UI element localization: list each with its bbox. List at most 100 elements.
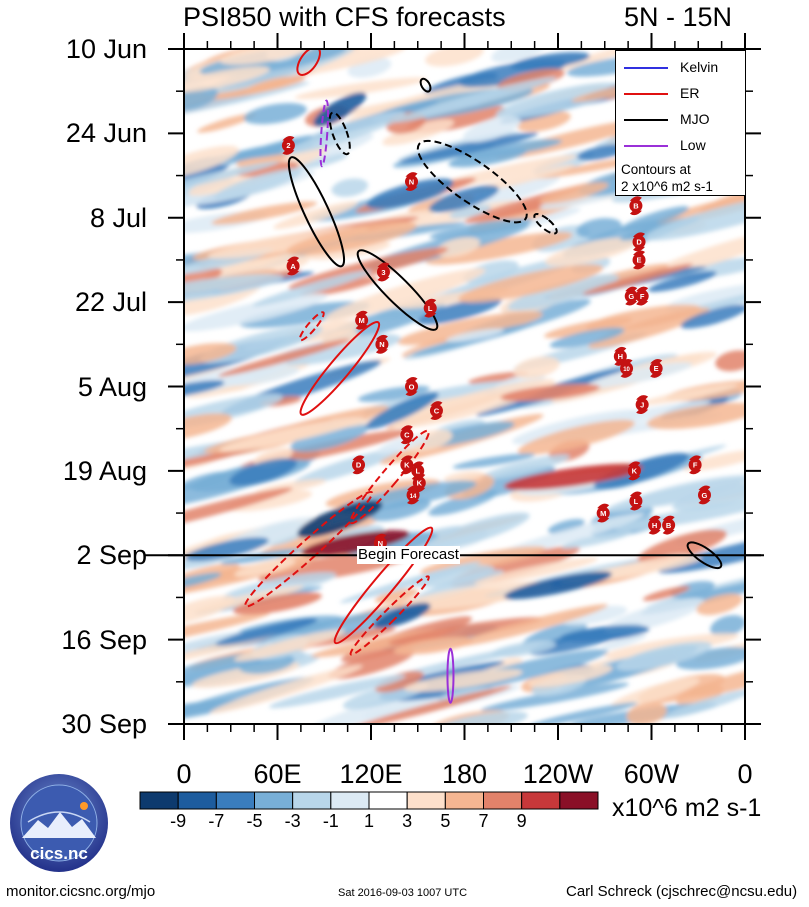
- anomaly-streak: [593, 452, 690, 489]
- anomaly-streak: [455, 604, 608, 647]
- anomaly-streak: [513, 356, 560, 379]
- mjo-contour: [287, 156, 346, 268]
- y-tick-label: 2 Sep: [76, 540, 147, 571]
- colorbar-swatch: [177, 791, 217, 810]
- colorbar: [139, 791, 599, 810]
- anomaly-streak: [234, 558, 296, 578]
- anomaly-streak: [481, 454, 570, 480]
- colorbar-swatch: [559, 791, 599, 810]
- anomaly-streak: [527, 702, 638, 724]
- cics-logo-icon: cics.nc: [10, 774, 108, 872]
- anomaly-streak: [561, 530, 632, 549]
- y-tick-label: 5 Aug: [77, 371, 147, 402]
- cics-logo[interactable]: cics.nc: [8, 772, 110, 874]
- anomaly-streak: [710, 615, 745, 637]
- anomaly-streak: [586, 304, 701, 332]
- anomaly-streak: [299, 277, 379, 297]
- anomaly-streak: [290, 422, 369, 452]
- anomaly-streak: [236, 161, 299, 177]
- anomaly-streak: [425, 231, 573, 265]
- anomaly-streak: [560, 605, 628, 626]
- anomaly-streak: [211, 201, 318, 225]
- anomaly-streak: [462, 260, 519, 284]
- legend-label: ER: [680, 85, 700, 101]
- anomaly-streak: [598, 554, 689, 580]
- anomaly-streak: [458, 264, 604, 303]
- anomaly-streak: [184, 631, 243, 659]
- x-tick-label: 60W: [623, 759, 680, 789]
- mjo-contour: [533, 212, 558, 235]
- anomaly-streak: [213, 168, 302, 201]
- anomaly-streak: [664, 689, 745, 719]
- storm-label: 3: [381, 268, 385, 277]
- anomaly-streak: [184, 413, 232, 441]
- anomaly-streak: [269, 674, 406, 709]
- er-contour: [349, 575, 430, 656]
- anomaly-streak: [644, 193, 745, 241]
- storm-marker: A: [286, 256, 300, 276]
- plot-axes: [168, 33, 761, 740]
- chart-title: PSI850 with CFS forecasts: [183, 2, 506, 32]
- storm-label: 14: [410, 494, 417, 500]
- y-tick-label: 19 Aug: [62, 455, 147, 486]
- contour-note: Contours at 2 x10^6 m2 s-1: [621, 162, 713, 194]
- anomaly-streak: [339, 561, 481, 604]
- colorbar-swatch: [368, 791, 408, 810]
- storm-label: C: [434, 406, 440, 415]
- storm-marker: L: [629, 491, 643, 511]
- anomaly-streak: [688, 664, 745, 697]
- anomaly-streak: [436, 237, 481, 258]
- anomaly-streak: [239, 301, 371, 328]
- anomaly-streak: [184, 145, 239, 179]
- legend-label: MJO: [680, 111, 710, 127]
- storm-marker: B: [662, 515, 676, 535]
- x-tick-label: 0: [737, 759, 753, 789]
- strong-anomaly-streak: [500, 383, 600, 402]
- anomaly-streak: [388, 617, 543, 645]
- footer-url[interactable]: monitor.cicsnc.org/mjo: [6, 883, 156, 900]
- anomaly-streak: [676, 647, 745, 670]
- storm-marker: C: [429, 401, 443, 421]
- anomaly-streak: [539, 182, 609, 204]
- x-tick-label: 180: [441, 759, 488, 789]
- anomaly-streak: [220, 548, 305, 565]
- storm-label: H: [652, 521, 657, 530]
- chart-region: 5N - 15N: [624, 2, 733, 32]
- colorbar-swatch: [215, 791, 255, 810]
- storm-label: B: [633, 201, 639, 210]
- anomaly-streak: [243, 103, 307, 125]
- storm-marker: E: [649, 358, 663, 378]
- anomaly-streak: [646, 402, 745, 430]
- anomaly-streak: [445, 328, 505, 342]
- strong-anomaly-streak: [393, 636, 473, 655]
- y-tick-label: 22 Jul: [74, 287, 147, 318]
- anomaly-streak: [547, 519, 585, 534]
- y-tick-label: 10 Jun: [65, 34, 147, 64]
- storm-label: L: [634, 497, 639, 506]
- strong-anomaly-streak: [448, 147, 528, 168]
- anomaly-streak: [346, 685, 512, 724]
- anomaly-streak: [587, 362, 693, 388]
- storm-label: 2: [286, 141, 290, 150]
- anomaly-streak: [545, 237, 637, 267]
- storm-marker: H: [648, 515, 662, 535]
- y-tick-label: 30 Sep: [61, 709, 147, 739]
- anomaly-streak: [370, 498, 431, 522]
- kelvin-line-swatch: [624, 67, 668, 69]
- colorbar-label: -3: [284, 811, 301, 831]
- anomaly-streak: [293, 448, 401, 486]
- colorbar-label: -5: [246, 811, 263, 831]
- anomaly-streak: [528, 664, 613, 688]
- storm-marker: L: [423, 298, 437, 318]
- footer-author: Carl Schreck (cjschrec@ncsu.edu): [566, 883, 798, 900]
- anomaly-streak: [218, 338, 351, 377]
- anomaly-streak: [331, 178, 369, 197]
- y-tick-label: 16 Sep: [61, 624, 147, 655]
- mjo-contour: [416, 139, 528, 224]
- mjo-contour: [686, 541, 723, 570]
- anomaly-streak: [282, 111, 406, 155]
- anomaly-streak: [517, 419, 635, 455]
- anomaly-streak: [715, 350, 745, 372]
- anomaly-streak: [443, 471, 484, 483]
- storm-marker: M: [596, 503, 610, 523]
